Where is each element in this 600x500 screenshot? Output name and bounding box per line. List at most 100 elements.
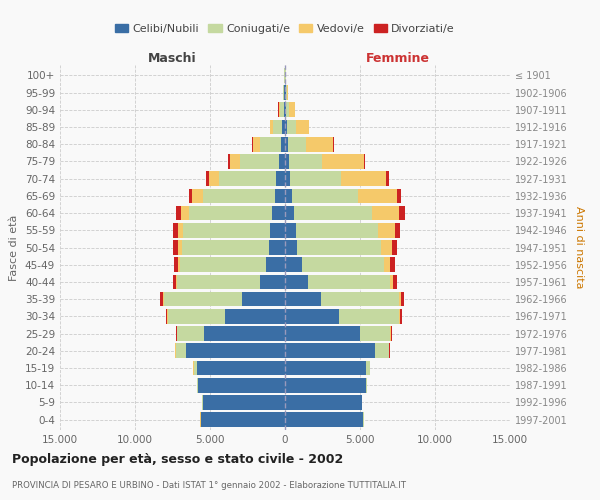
Bar xyxy=(285,360,366,376)
Bar xyxy=(399,292,401,306)
Bar xyxy=(360,326,390,341)
Bar xyxy=(209,172,219,186)
Legend: Celibi/Nubili, Coniugati/e, Vedovi/e, Divorziati/e: Celibi/Nubili, Coniugati/e, Vedovi/e, Di… xyxy=(110,20,460,38)
Bar xyxy=(189,188,192,203)
Bar xyxy=(285,326,360,341)
Bar xyxy=(288,137,306,152)
Bar xyxy=(198,378,285,392)
Bar xyxy=(160,292,163,306)
Text: Popolazione per età, sesso e stato civile - 2002: Popolazione per età, sesso e stato civil… xyxy=(12,452,343,466)
Bar xyxy=(390,274,393,289)
Bar xyxy=(393,274,397,289)
Bar xyxy=(203,188,275,203)
Bar xyxy=(197,360,285,376)
Bar xyxy=(193,360,197,376)
Bar xyxy=(302,258,384,272)
Bar xyxy=(289,102,295,117)
Bar xyxy=(177,326,204,341)
Bar xyxy=(206,172,209,186)
Bar xyxy=(278,102,280,117)
Bar xyxy=(285,137,288,152)
Bar xyxy=(399,206,404,220)
Bar xyxy=(286,102,289,117)
Bar xyxy=(284,102,285,117)
Bar xyxy=(203,395,285,410)
Bar xyxy=(341,172,386,186)
Bar xyxy=(308,274,390,289)
Bar xyxy=(240,154,279,168)
Bar xyxy=(296,223,378,238)
Bar xyxy=(177,274,260,289)
Y-axis label: Fasce di età: Fasce di età xyxy=(10,214,19,280)
Bar xyxy=(253,137,260,152)
Bar xyxy=(176,274,177,289)
Bar xyxy=(322,154,364,168)
Bar xyxy=(163,292,241,306)
Bar xyxy=(285,240,297,255)
Bar xyxy=(276,172,285,186)
Bar xyxy=(392,240,397,255)
Bar xyxy=(290,172,341,186)
Bar xyxy=(180,258,265,272)
Bar xyxy=(269,240,285,255)
Bar xyxy=(178,240,182,255)
Bar xyxy=(399,309,400,324)
Bar xyxy=(229,154,240,168)
Bar xyxy=(375,344,389,358)
Bar xyxy=(275,188,285,203)
Text: PROVINCIA DI PESARO E URBINO - Dati ISTAT 1° gennaio 2002 - Elaborazione TUTTITA: PROVINCIA DI PESARO E URBINO - Dati ISTA… xyxy=(12,480,406,490)
Bar xyxy=(297,240,381,255)
Bar xyxy=(285,412,363,427)
Bar xyxy=(397,188,401,203)
Y-axis label: Anni di nascita: Anni di nascita xyxy=(574,206,584,289)
Bar xyxy=(241,292,285,306)
Text: Femmine: Femmine xyxy=(365,52,430,65)
Bar xyxy=(285,292,321,306)
Bar xyxy=(306,137,333,152)
Bar xyxy=(287,85,288,100)
Bar xyxy=(181,206,189,220)
Bar xyxy=(192,188,203,203)
Bar xyxy=(292,188,358,203)
Bar xyxy=(289,154,322,168)
Bar xyxy=(178,258,180,272)
Bar xyxy=(273,120,282,134)
Bar xyxy=(285,120,287,134)
Bar xyxy=(339,309,399,324)
Bar xyxy=(285,85,286,100)
Bar xyxy=(366,360,370,376)
Bar xyxy=(270,223,285,238)
Bar xyxy=(386,172,389,186)
Bar xyxy=(173,223,178,238)
Bar xyxy=(381,240,392,255)
Bar xyxy=(358,188,397,203)
Bar xyxy=(286,85,287,100)
Bar xyxy=(167,309,168,324)
Bar xyxy=(285,344,375,358)
Bar xyxy=(260,137,281,152)
Bar xyxy=(321,292,399,306)
Bar xyxy=(281,137,285,152)
Bar xyxy=(176,344,186,358)
Bar xyxy=(265,258,285,272)
Bar xyxy=(186,344,285,358)
Bar xyxy=(361,395,362,410)
Bar xyxy=(285,395,361,410)
Bar xyxy=(378,223,395,238)
Bar xyxy=(372,206,399,220)
Bar xyxy=(287,120,296,134)
Bar xyxy=(390,258,395,272)
Bar xyxy=(400,309,402,324)
Bar xyxy=(279,154,285,168)
Bar xyxy=(285,309,339,324)
Bar xyxy=(333,137,334,152)
Bar xyxy=(366,378,367,392)
Bar xyxy=(280,102,284,117)
Bar xyxy=(174,258,178,272)
Bar xyxy=(390,326,391,341)
Bar xyxy=(201,412,285,427)
Bar xyxy=(260,274,285,289)
Bar xyxy=(166,309,167,324)
Bar xyxy=(285,223,296,238)
Bar xyxy=(173,240,178,255)
